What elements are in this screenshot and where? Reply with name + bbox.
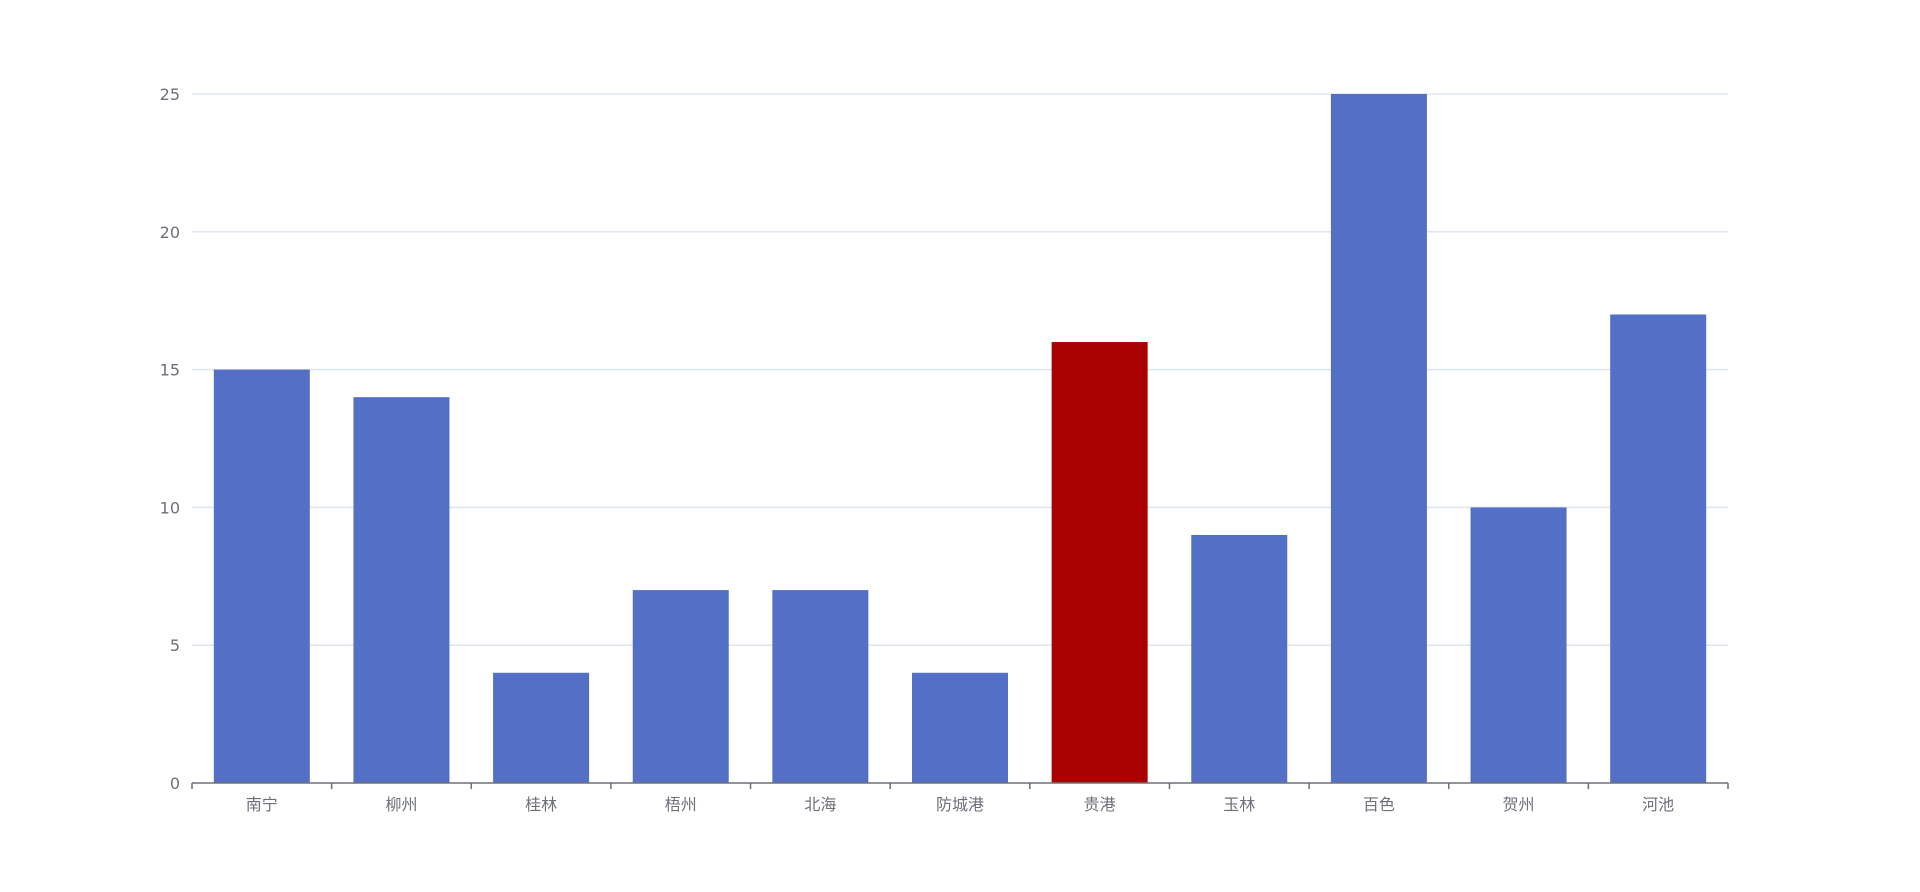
bar-贺州 xyxy=(1470,507,1567,783)
x-tick-label: 玉林 xyxy=(1223,795,1255,814)
y-tick-label: 0 xyxy=(170,774,180,793)
x-tick-label: 百色 xyxy=(1363,795,1395,814)
x-tick-label: 北海 xyxy=(804,795,836,814)
bar-桂林 xyxy=(493,672,590,783)
x-tick-label: 桂林 xyxy=(525,795,557,814)
y-tick-label: 5 xyxy=(170,636,180,655)
y-tick-label: 20 xyxy=(160,223,180,242)
bar-北海 xyxy=(772,590,869,783)
x-tick-label: 贵港 xyxy=(1084,795,1116,814)
bar-河池 xyxy=(1610,314,1707,783)
x-tick-label: 防城港 xyxy=(936,795,984,814)
x-tick-label: 柳州 xyxy=(385,795,417,814)
x-tick-label: 河池 xyxy=(1642,795,1674,814)
x-tick-label: 梧州 xyxy=(665,795,697,814)
bar-百色 xyxy=(1330,94,1427,783)
bar-防城港 xyxy=(912,672,1008,783)
bar-贵港 xyxy=(1051,342,1148,783)
y-tick-label: 15 xyxy=(160,361,180,380)
bar-南宁 xyxy=(213,369,310,783)
bar-玉林 xyxy=(1191,534,1288,783)
y-tick-label: 10 xyxy=(160,498,180,517)
bar-梧州 xyxy=(632,590,729,783)
y-tick-label: 25 xyxy=(160,85,180,104)
x-tick-label: 南宁 xyxy=(246,795,278,814)
bar-柳州 xyxy=(353,397,450,783)
x-tick-label: 贺州 xyxy=(1503,795,1535,814)
